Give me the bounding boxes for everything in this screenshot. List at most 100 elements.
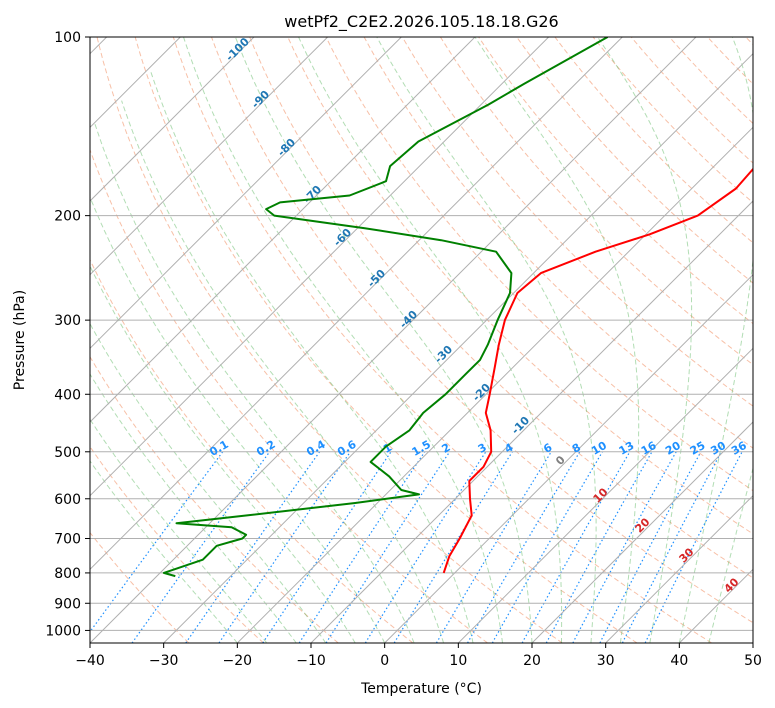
mixing-ratio-label: 36 [729,439,749,458]
y-axis-title: Pressure (hPa) [12,290,28,390]
moist-adiabat [90,265,356,643]
moist-adiabat [298,37,563,643]
moist-adiabat [121,100,445,643]
isotherm-line [90,37,550,497]
mixing-ratio-label: 8 [570,441,583,456]
temperature-profile [442,167,753,574]
dry-adiabat [401,37,753,407]
isotherm-line [90,37,402,350]
dry-adiabat [90,355,339,643]
mixing-ratio-label: 4 [502,441,515,456]
isotherm-label: -60 [331,226,354,249]
dry-adiabat [90,531,190,643]
mixing-ratio-line [599,451,702,643]
x-tick-label: 30 [597,653,615,669]
dry-adiabat [439,37,753,366]
isotherm-label: 0 [553,453,568,468]
moist-adiabat [678,37,753,643]
mixing-ratio-label: 0.1 [207,438,230,459]
isotherm-line [457,347,753,643]
mixing-ratio-label: 0.2 [254,438,277,459]
isotherm-line [236,126,753,643]
y-tick-label: 400 [54,387,81,403]
moist-adiabat [90,195,386,643]
isotherm-label: 10 [591,485,611,505]
x-tick-label: −20 [223,653,253,669]
y-tick-label: 200 [54,209,81,225]
moist-adiabat [90,418,268,643]
isotherm-line [90,37,476,423]
mixing-ratio-line [262,451,392,643]
background-lines [90,37,753,643]
y-tick-label: 900 [54,596,81,612]
y-tick-label: 100 [54,30,81,46]
x-tick-label: 10 [449,653,467,669]
moist-adiabat [708,466,753,643]
y-tick-label: 700 [54,532,81,548]
isotherm-line [90,37,255,202]
mixing-ratio-label: 30 [708,439,728,458]
dry-adiabat [325,37,753,492]
mixing-ratio-labels: 0.1 0.2 0.4 0.6 1 1.5 2 3 4 6 8 10 13 16 20 25 30 36 [207,438,749,459]
y-tick-label: 600 [54,492,81,508]
dry-adiabat [211,37,753,624]
x-tick-label: 50 [744,653,762,669]
isotherm-line [90,37,329,276]
isotherm-line [90,37,623,571]
x-tick-label: −30 [149,653,179,669]
dry-adiabat [745,37,753,46]
isotherm-label: 20 [633,515,653,535]
isotherm-label: -100 [223,35,252,64]
mixing-ratio-label: 6 [541,441,554,456]
mixing-ratio-line [545,451,653,643]
x-tick-label: −40 [75,653,105,669]
moist-adiabat [94,123,415,643]
dry-adiabat [249,37,753,579]
mixing-ratio-label: 13 [617,439,637,458]
isotherm-label: -10 [509,414,532,437]
moist-adiabat [150,70,474,643]
mixing-ratio-label: 0.6 [335,438,359,459]
mixing-ratio-line [572,451,677,643]
profiles [162,37,753,578]
isotherm-label: -80 [275,136,298,159]
isotherm-line [384,273,753,643]
moist-adiabat [474,37,640,643]
y-tick-label: 800 [54,566,81,582]
mixing-ratio-label: 20 [663,439,683,458]
isotherm-line [752,642,753,643]
isotherm-label: 30 [677,545,697,565]
isotherm-line [163,52,753,643]
mixing-ratio-line [218,451,351,643]
mixing-ratio-line [521,451,631,643]
x-tick-label: 20 [523,653,541,669]
isotherm-line [605,494,753,643]
x-tick-label: 40 [670,653,688,669]
dry-adiabat [554,37,753,244]
mixing-ratio-line [325,451,451,643]
mixing-ratio-line [364,451,487,643]
isotherm-label: -50 [365,267,388,290]
x-tick-label: −10 [296,653,326,669]
x-axis: −40 −30 −20 −10 0 10 20 30 40 50 [75,643,762,669]
isotherm-label: -30 [432,343,455,366]
dry-adiabat [96,37,563,643]
dry-adiabat [363,37,753,449]
x-axis-title: Temperature (°C) [360,681,482,697]
isotherm-line [531,421,753,643]
mixing-ratio-label: 2 [440,441,453,456]
dewpoint-profile [162,37,609,578]
x-tick-label: 0 [380,653,389,669]
mixing-ratio-line [90,451,224,633]
dry-adiabat [707,37,753,85]
dry-adiabat [90,445,264,643]
dry-adiabat [516,37,753,284]
dry-adiabat [478,37,753,325]
moist-adiabat [90,460,238,643]
mixing-ratio-line [435,451,552,643]
moist-adiabat [183,37,503,643]
dry-adiabat [134,37,638,643]
mixing-ratio-label: 16 [639,439,659,458]
dry-adiabat [90,148,488,643]
